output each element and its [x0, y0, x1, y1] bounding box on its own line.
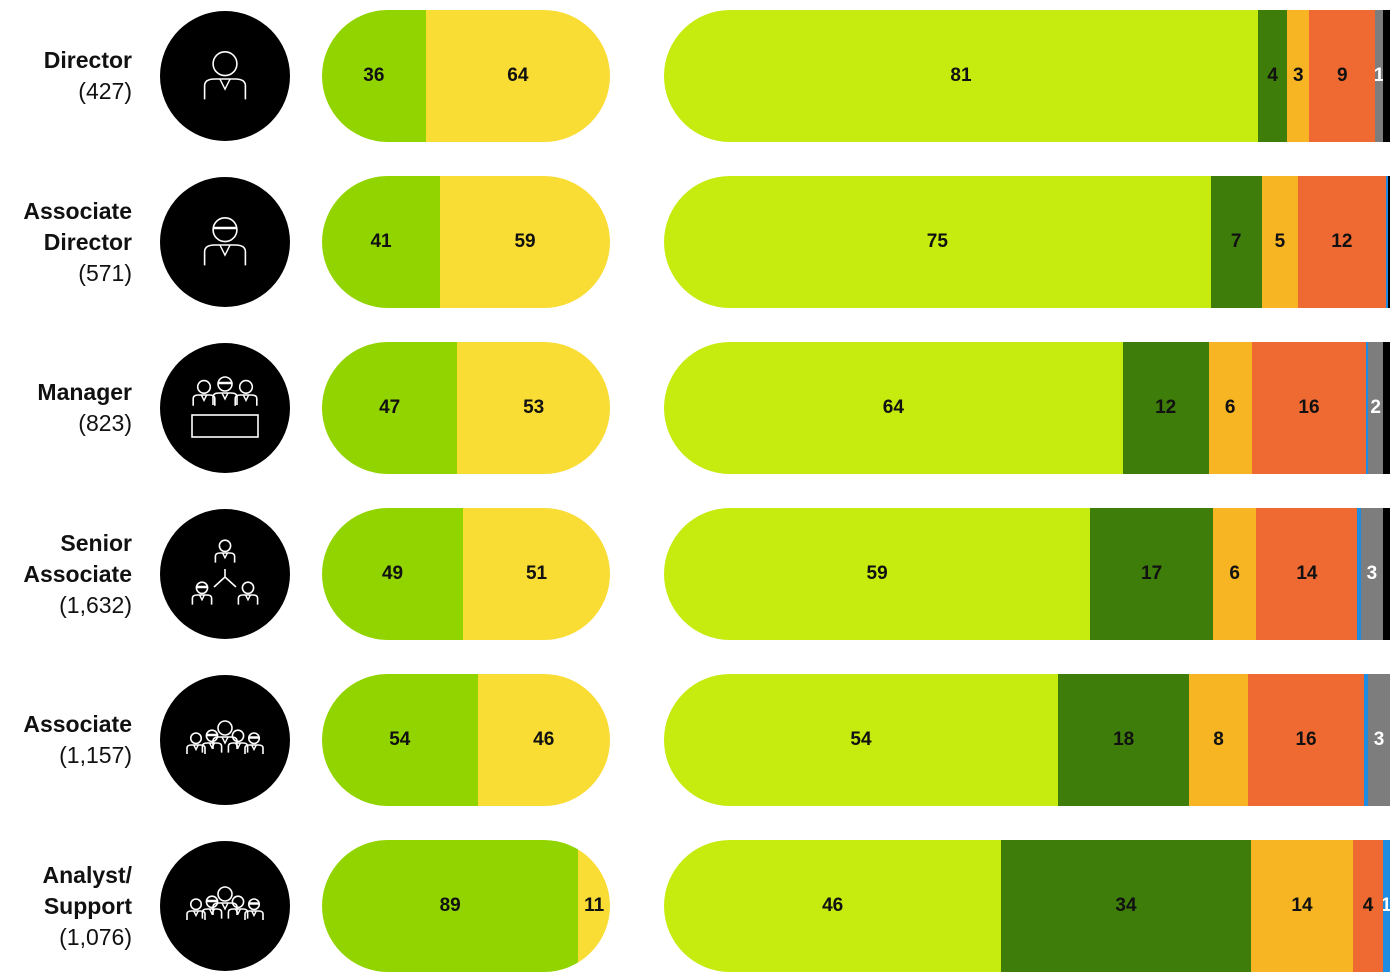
pill-chart-b: 81 4 3 9 1 — [664, 10, 1390, 142]
bar-segment: 16 — [1247, 674, 1365, 806]
single-woman-icon — [160, 11, 290, 141]
bar-segment: 4 — [1258, 10, 1288, 142]
bar-segment: 1 — [1375, 10, 1383, 142]
bar-segment: 5 — [1261, 176, 1299, 308]
bar-segment: 1 — [1382, 840, 1390, 972]
chart-row: Manager (823) 47 53 64 12 6 16 2 — [0, 342, 1394, 474]
category-name: Associate — [23, 711, 132, 737]
bar-segment: 81 — [664, 10, 1258, 142]
bar-segment: 14 — [1256, 508, 1358, 640]
bar-segment: 16 — [1251, 342, 1367, 474]
bar-segment: 36 — [322, 10, 426, 142]
pill-chart-a: 54 46 — [322, 674, 610, 806]
bar-segment — [1357, 508, 1362, 640]
pill-chart-b: 64 12 6 16 2 — [664, 342, 1390, 474]
chart-row: Senior Associate (1,632) 49 51 59 17 6 14 3 — [0, 508, 1394, 640]
bar-segment: 59 — [664, 508, 1091, 640]
bar-segment: 3 — [1361, 508, 1383, 640]
bar-segment: 59 — [440, 176, 610, 308]
bar-segment: 6 — [1208, 342, 1252, 474]
bar-segment: 8 — [1189, 674, 1248, 806]
bar-segment — [1385, 176, 1388, 308]
category-label: Associate Director (571) — [0, 176, 132, 308]
chart-row: Director (427) 36 64 81 4 3 9 1 — [0, 10, 1394, 142]
bar-segment — [1382, 342, 1390, 474]
pill-chart-a: 36 64 — [322, 10, 610, 142]
category-count: (1,632) — [59, 591, 132, 618]
bar-segment: 9 — [1309, 10, 1376, 142]
pill-chart-b: 59 17 6 14 3 — [664, 508, 1390, 640]
pill-chart-a: 89 11 — [322, 840, 610, 972]
pill-chart-b: 54 18 8 16 3 — [664, 674, 1390, 806]
bar-segment: 64 — [425, 10, 610, 142]
hierarchy-icon — [160, 509, 290, 639]
team-of-four-icon — [160, 841, 290, 971]
bar-segment: 12 — [1122, 342, 1209, 474]
category-count: (427) — [78, 78, 132, 104]
bar-segment: 49 — [322, 508, 464, 640]
chart-row: Analyst/ Support (1,076) 89 11 46 34 14 4 1 — [0, 840, 1394, 972]
bar-segment: 17 — [1090, 508, 1213, 640]
pill-chart-a: 47 53 — [322, 342, 610, 474]
bar-segment — [1382, 508, 1390, 640]
bar-segment: 41 — [322, 176, 441, 308]
bar-segment: 89 — [322, 840, 579, 972]
bar-segment: 14 — [1250, 840, 1354, 972]
bar-segment: 54 — [322, 674, 478, 806]
bar-segment: 11 — [578, 840, 610, 972]
chart-row: Associate (1,157) 54 46 54 18 8 16 3 — [0, 674, 1394, 806]
bar-segment: 75 — [664, 176, 1211, 308]
pill-chart-b: 46 34 14 4 1 — [664, 840, 1390, 972]
category-count: (1,157) — [59, 742, 132, 768]
category-name: Manager — [37, 379, 132, 405]
bar-segment — [1382, 10, 1390, 142]
bar-segment: 7 — [1210, 176, 1262, 308]
category-label: Senior Associate (1,632) — [0, 508, 132, 640]
category-label: Manager (823) — [0, 342, 132, 474]
pill-chart-b: 75 7 5 12 — [664, 176, 1390, 308]
bar-segment — [1366, 342, 1369, 474]
bar-segment: 54 — [664, 674, 1058, 806]
category-name: Director — [43, 47, 132, 73]
category-name: Associate Director — [23, 197, 132, 255]
bar-segment: 2 — [1368, 342, 1383, 474]
man-with-glasses-icon — [160, 177, 290, 307]
category-label: Analyst/ Support (1,076) — [0, 840, 132, 972]
bar-segment — [1364, 674, 1369, 806]
category-count: (571) — [78, 259, 132, 286]
category-name: Senior Associate — [23, 529, 132, 587]
chart-row: Associate Director (571) 41 59 75 7 5 12 — [0, 176, 1394, 308]
bar-segment: 53 — [457, 342, 610, 474]
bar-segment: 3 — [1287, 10, 1310, 142]
bar-segment: 47 — [322, 342, 458, 474]
bar-segment: 18 — [1058, 674, 1190, 806]
bar-segment: 46 — [664, 840, 1002, 972]
category-count: (1,076) — [59, 923, 132, 950]
bar-segment: 12 — [1298, 176, 1386, 308]
category-label: Associate (1,157) — [0, 674, 132, 806]
bar-segment: 4 — [1353, 840, 1383, 972]
bar-segment: 3 — [1368, 674, 1390, 806]
team-of-four-icon — [160, 675, 290, 805]
pill-chart-a: 41 59 — [322, 176, 610, 308]
bar-segment: 46 — [477, 674, 610, 806]
pill-chart-a: 49 51 — [322, 508, 610, 640]
bar-segment — [1387, 176, 1390, 308]
bar-segment: 34 — [1001, 840, 1251, 972]
bar-segment: 6 — [1213, 508, 1257, 640]
category-label: Director (427) — [0, 10, 132, 142]
bar-segment: 64 — [664, 342, 1123, 474]
category-count: (823) — [78, 410, 132, 436]
category-name: Analyst/ Support — [42, 861, 132, 919]
meeting-table-icon — [160, 343, 290, 473]
bar-segment: 51 — [463, 508, 610, 640]
